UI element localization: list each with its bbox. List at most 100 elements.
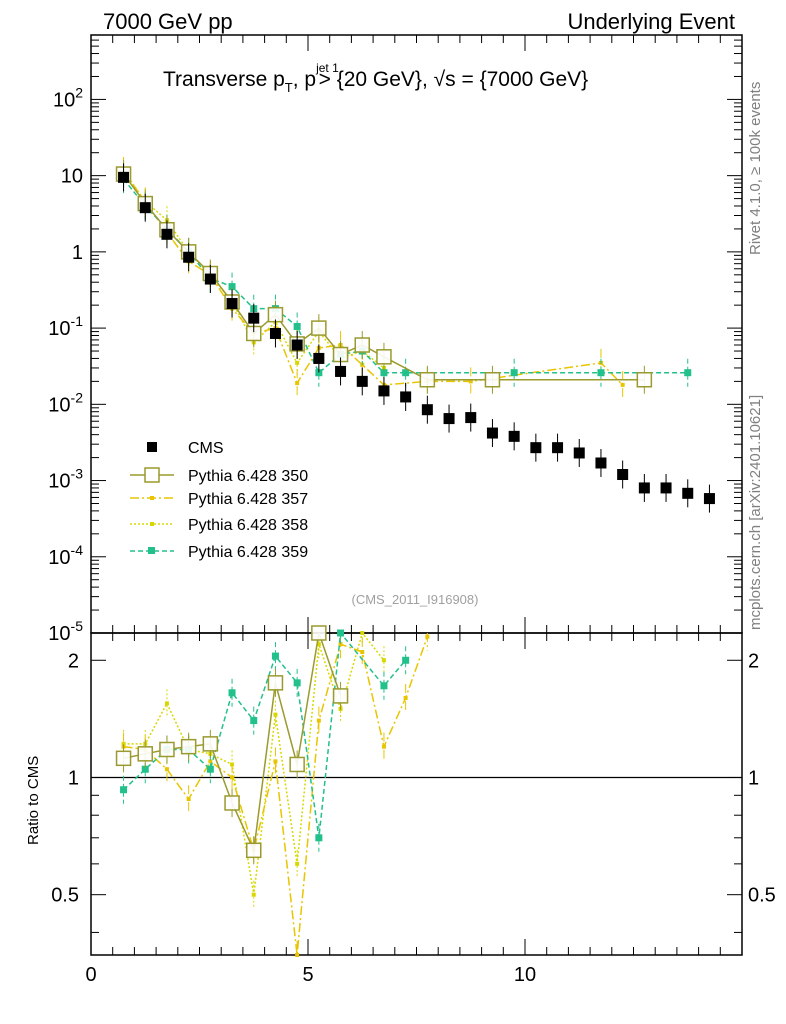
main-ytick-label: 10-3 xyxy=(48,466,83,493)
ratio-ytick-label-right: 2 xyxy=(748,650,759,672)
main-point-CMS xyxy=(443,413,455,425)
ratio-point-p359 xyxy=(380,682,388,690)
main-ytick-label: 10 xyxy=(61,166,83,188)
title-part-3: > {20 GeV}, √s = {7000 GeV} xyxy=(313,68,588,91)
ratio-point-p359 xyxy=(250,717,258,725)
main-point-p358 xyxy=(295,360,300,365)
main-ytick-label: 10-1 xyxy=(48,313,83,340)
ratio-series xyxy=(115,625,430,957)
ratio-point-p357 xyxy=(186,797,191,802)
legend: CMS Pythia 6.428 350 Pythia 6.428 357 Py… xyxy=(130,440,308,561)
legend-label-357: Pythia 6.428 357 xyxy=(188,491,308,508)
main-ytick-label-exp: -5 xyxy=(71,618,84,634)
ratio-ytick-label-left: 0.5 xyxy=(51,885,79,907)
main-ytick-label: 10-5 xyxy=(48,618,83,645)
main-point-CMS xyxy=(552,442,564,454)
main-ytick-label-exp: -4 xyxy=(71,542,84,558)
legend-label-358: Pythia 6.428 358 xyxy=(188,517,308,534)
ratio-point-p350 xyxy=(332,688,349,704)
main-ytick-label: 102 xyxy=(53,84,83,111)
ratio-point-p350 xyxy=(246,842,262,859)
ratio-ytick-label-right: 1 xyxy=(748,767,759,789)
main-point-p357 xyxy=(295,381,300,386)
legend-marker-359 xyxy=(148,547,155,554)
main-point-CMS xyxy=(313,352,325,364)
ratio-axes: 0 5 10 0.5 0.5 1 1 2 2 xyxy=(51,633,776,986)
ratio-point-p358 xyxy=(295,861,300,866)
ratio-point-p350 xyxy=(267,675,284,691)
ratio-point-p357 xyxy=(425,634,430,639)
ratio-point-p358 xyxy=(316,642,321,647)
legend-marker-358 xyxy=(150,522,154,526)
legend-label-350: Pythia 6.428 350 xyxy=(188,468,308,485)
main-point-p357 xyxy=(620,382,625,387)
legend-entry-350: Pythia 6.428 350 xyxy=(130,467,308,485)
legend-entry-cms: CMS xyxy=(147,440,224,457)
main-point-CMS xyxy=(226,298,238,310)
ratio-line-p350 xyxy=(123,632,342,853)
ratio-ytick-label-left: 2 xyxy=(68,650,79,672)
ratio-point-p359 xyxy=(337,629,345,637)
main-ytick-label-exp: 2 xyxy=(75,84,83,100)
ratio-ytick-label-right: 0.5 xyxy=(748,885,776,907)
main-point-CMS xyxy=(269,327,281,339)
ratio-point-p357 xyxy=(230,775,235,780)
ratio-point-p357 xyxy=(360,650,365,655)
legend-entry-358: Pythia 6.428 358 xyxy=(130,517,308,534)
ratio-xtick-label: 5 xyxy=(302,964,313,986)
main-ytick-label-base: 10 xyxy=(48,623,70,645)
ratio-point-p358 xyxy=(381,658,386,663)
ratio-point-p350 xyxy=(159,741,175,758)
main-ytick-label-exp: -3 xyxy=(71,466,84,482)
main-point-CMS xyxy=(248,312,260,324)
ratio-point-p359 xyxy=(141,765,149,773)
main-point-CMS xyxy=(183,251,195,263)
main-point-CMS xyxy=(660,482,672,494)
title-sup-jet: jet 1 xyxy=(315,61,339,75)
main-ytick-label-base: 10 xyxy=(48,547,70,569)
ratio-point-p357 xyxy=(273,759,278,764)
main-point-CMS xyxy=(595,457,607,469)
title-part-1: Transverse p xyxy=(163,68,285,91)
main-point-p359 xyxy=(597,369,605,377)
main-point-CMS xyxy=(161,228,173,240)
main-ytick-label: 10-4 xyxy=(48,542,83,569)
main-point-CMS xyxy=(356,375,368,387)
main-point-CMS xyxy=(617,469,629,481)
ratio-point-p358 xyxy=(164,701,169,706)
ratio-point-p350 xyxy=(202,736,219,752)
ratio-point-p350 xyxy=(289,756,305,773)
main-point-CMS xyxy=(139,202,151,214)
ratio-xtick-label: 10 xyxy=(514,964,536,986)
side-label-rivet: Rivet 4.1.0, ≥ 100k events xyxy=(747,82,764,255)
main-ytick-label-base: 10 xyxy=(48,471,70,493)
ratio-point-p358 xyxy=(273,712,278,717)
ratio-xtick-label: 0 xyxy=(85,964,96,986)
main-point-CMS xyxy=(421,404,433,416)
main-point-CMS xyxy=(291,339,303,351)
main-point-CMS xyxy=(335,365,347,377)
main-point-CMS xyxy=(638,482,650,494)
main-point-CMS xyxy=(508,430,520,442)
ratio-point-p359 xyxy=(293,679,301,687)
main-point-p350 xyxy=(376,349,392,365)
title-sub-t: T xyxy=(285,80,293,95)
main-line-p357 xyxy=(122,170,624,386)
main-series xyxy=(115,157,715,513)
ratio-point-p359 xyxy=(315,834,323,842)
main-point-CMS xyxy=(703,493,715,505)
ratio-point-p359 xyxy=(120,786,128,794)
legend-marker-cms xyxy=(147,442,157,452)
main-point-p359 xyxy=(510,369,518,377)
ratio-point-p350 xyxy=(311,625,327,641)
legend-entry-357: Pythia 6.428 357 xyxy=(130,491,308,508)
main-point-p359 xyxy=(402,369,410,377)
main-point-CMS xyxy=(118,171,130,183)
main-ytick-label: 10-2 xyxy=(48,389,83,416)
main-ytick-label-base: 10 xyxy=(53,89,75,111)
main-point-p350 xyxy=(311,320,327,336)
main-point-p359 xyxy=(380,369,388,377)
ratio-ylabel: Ratio to CMS xyxy=(25,756,42,845)
main-point-CMS xyxy=(465,412,477,424)
